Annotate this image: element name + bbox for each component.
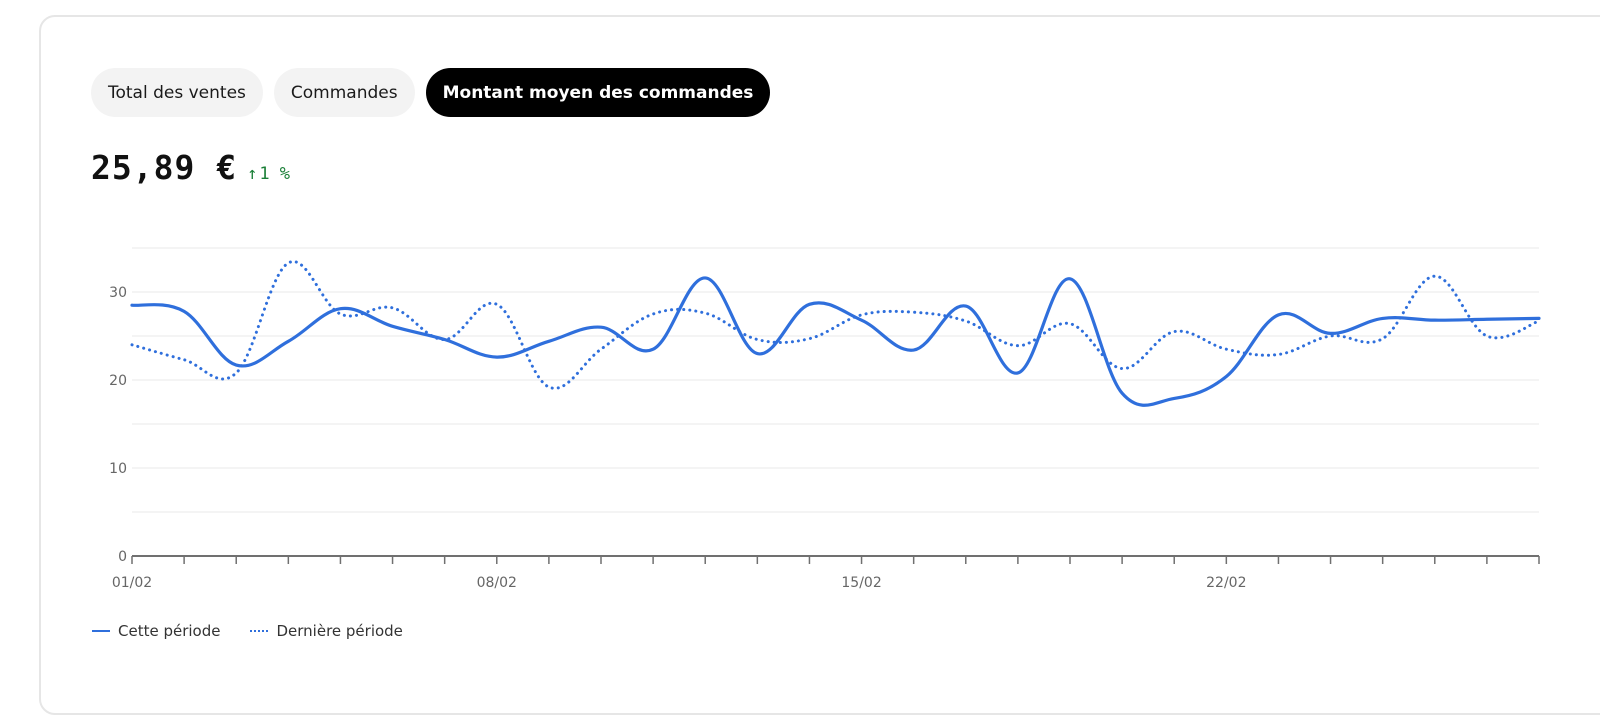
series-line-current bbox=[130, 276, 1541, 407]
tab-total-sales[interactable]: Total des ventes bbox=[91, 68, 263, 117]
y-tick-label: 10 bbox=[109, 461, 127, 477]
chart-legend: Cette période Dernière période bbox=[92, 622, 403, 640]
metric-change: ↑ 1 % bbox=[247, 164, 290, 184]
dotted-line-icon bbox=[250, 630, 269, 632]
legend-label-current: Cette période bbox=[118, 622, 221, 640]
line-chart: 0 10 20 30 01/02 08/02 15/02 22/02 bbox=[109, 247, 1541, 591]
series-line-previous bbox=[130, 260, 1541, 390]
metric-tabs: Total des ventes Commandes Montant moyen… bbox=[91, 68, 771, 117]
metric-change-value: 1 % bbox=[259, 164, 291, 184]
chart-card bbox=[39, 15, 1600, 715]
metric-summary: 25,89 € ↑ 1 % bbox=[91, 148, 290, 187]
metric-value: 25,89 € bbox=[91, 148, 238, 187]
y-tick-label: 0 bbox=[118, 549, 127, 565]
solid-line-icon bbox=[92, 630, 110, 632]
x-tick-label: 01/02 bbox=[112, 575, 152, 591]
y-tick-label: 20 bbox=[109, 373, 127, 389]
legend-item-current[interactable]: Cette période bbox=[92, 622, 220, 640]
x-tick-label: 08/02 bbox=[477, 575, 517, 591]
y-tick-label: 30 bbox=[109, 285, 127, 301]
x-tick-label: 22/02 bbox=[1206, 575, 1246, 591]
arrow-up-icon: ↑ bbox=[247, 164, 258, 184]
x-tick-label: 15/02 bbox=[841, 575, 881, 591]
tab-orders[interactable]: Commandes bbox=[273, 68, 415, 117]
tab-average-order-value[interactable]: Montant moyen des commandes bbox=[425, 68, 771, 117]
legend-label-previous: Dernière période bbox=[276, 622, 403, 640]
legend-item-previous[interactable]: Dernière période bbox=[250, 622, 403, 640]
